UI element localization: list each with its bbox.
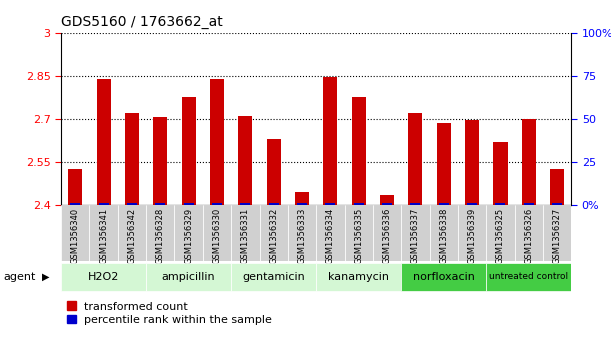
Bar (439, 203, 448, 205)
Bar (125, 113, 139, 205)
Bar (240, 203, 251, 205)
Bar (552, 203, 562, 205)
Bar (266, 139, 281, 205)
Bar (524, 203, 534, 205)
Bar (210, 79, 224, 205)
FancyBboxPatch shape (486, 205, 514, 261)
Text: ▶: ▶ (42, 272, 49, 282)
Text: GSM1356336: GSM1356336 (382, 208, 392, 264)
Bar (467, 203, 477, 205)
FancyBboxPatch shape (316, 205, 345, 261)
FancyBboxPatch shape (89, 205, 118, 261)
Text: GSM1356333: GSM1356333 (298, 208, 307, 264)
FancyBboxPatch shape (231, 205, 260, 261)
Text: GSM1356337: GSM1356337 (411, 208, 420, 264)
Bar (465, 120, 479, 205)
FancyBboxPatch shape (260, 205, 288, 261)
Text: GSM1356330: GSM1356330 (213, 208, 222, 264)
FancyBboxPatch shape (61, 205, 89, 261)
Bar (184, 203, 194, 205)
Text: H2O2: H2O2 (88, 272, 119, 282)
Text: agent: agent (3, 272, 35, 282)
Bar (411, 203, 420, 205)
FancyBboxPatch shape (203, 205, 231, 261)
Bar (70, 203, 80, 205)
FancyBboxPatch shape (543, 205, 571, 261)
Bar (269, 203, 279, 205)
Text: ampicillin: ampicillin (162, 272, 216, 282)
FancyBboxPatch shape (175, 205, 203, 261)
Text: norfloxacin: norfloxacin (413, 272, 475, 282)
FancyBboxPatch shape (486, 263, 571, 291)
FancyBboxPatch shape (231, 263, 316, 291)
Text: GSM1356335: GSM1356335 (354, 208, 363, 264)
Bar (522, 119, 536, 205)
Text: GSM1356325: GSM1356325 (496, 208, 505, 264)
Text: GSM1356326: GSM1356326 (524, 208, 533, 264)
Bar (153, 118, 167, 205)
Text: GSM1356328: GSM1356328 (156, 208, 165, 264)
Bar (408, 113, 422, 205)
Text: gentamicin: gentamicin (243, 272, 305, 282)
Text: GDS5160 / 1763662_at: GDS5160 / 1763662_at (61, 15, 223, 29)
FancyBboxPatch shape (458, 205, 486, 261)
Text: untreated control: untreated control (489, 272, 568, 281)
FancyBboxPatch shape (146, 205, 175, 261)
FancyBboxPatch shape (401, 263, 486, 291)
FancyBboxPatch shape (146, 263, 231, 291)
FancyBboxPatch shape (316, 263, 401, 291)
Text: GSM1356334: GSM1356334 (326, 208, 335, 264)
Bar (238, 116, 252, 205)
Bar (354, 203, 364, 205)
Bar (380, 195, 394, 205)
Bar (323, 77, 337, 205)
Text: GSM1356340: GSM1356340 (71, 208, 80, 264)
Text: GSM1356327: GSM1356327 (552, 208, 562, 264)
Bar (382, 203, 392, 205)
FancyBboxPatch shape (288, 205, 316, 261)
FancyBboxPatch shape (61, 263, 146, 291)
FancyBboxPatch shape (401, 205, 430, 261)
Text: kanamycin: kanamycin (328, 272, 389, 282)
Bar (437, 123, 451, 205)
FancyBboxPatch shape (430, 205, 458, 261)
FancyBboxPatch shape (345, 205, 373, 261)
Bar (97, 79, 111, 205)
Text: GSM1356331: GSM1356331 (241, 208, 250, 264)
Text: GSM1356329: GSM1356329 (184, 208, 193, 264)
Bar (493, 142, 508, 205)
FancyBboxPatch shape (373, 205, 401, 261)
Text: GSM1356341: GSM1356341 (99, 208, 108, 264)
Bar (155, 203, 165, 205)
Bar (98, 203, 109, 205)
Bar (326, 203, 335, 205)
FancyBboxPatch shape (514, 205, 543, 261)
Bar (297, 203, 307, 205)
Bar (127, 203, 137, 205)
Text: GSM1356332: GSM1356332 (269, 208, 278, 264)
Bar (496, 203, 505, 205)
Bar (550, 169, 564, 205)
Bar (68, 169, 82, 205)
Bar (212, 203, 222, 205)
FancyBboxPatch shape (118, 205, 146, 261)
Bar (181, 97, 196, 205)
Legend: transformed count, percentile rank within the sample: transformed count, percentile rank withi… (67, 301, 273, 325)
Bar (295, 192, 309, 205)
Bar (351, 97, 366, 205)
Text: GSM1356339: GSM1356339 (467, 208, 477, 264)
Text: GSM1356342: GSM1356342 (128, 208, 136, 264)
Text: GSM1356338: GSM1356338 (439, 208, 448, 264)
